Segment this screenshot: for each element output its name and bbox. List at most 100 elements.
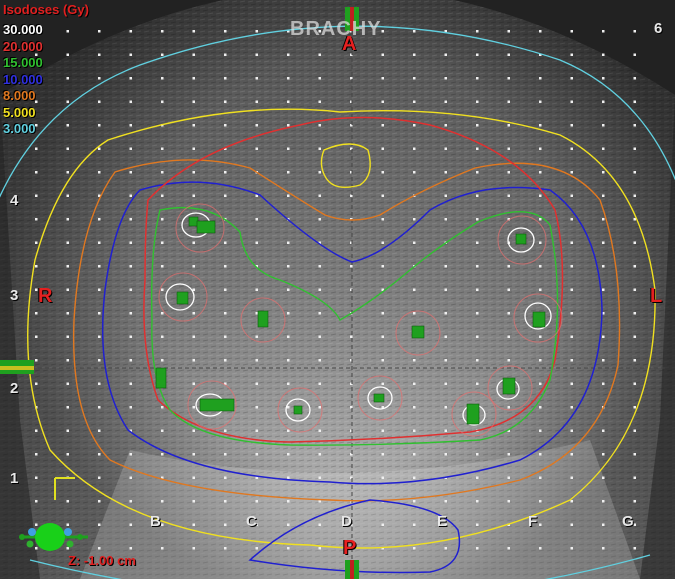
grid-dot — [539, 453, 542, 456]
grid-dot — [224, 171, 227, 174]
seed-catheter — [466, 403, 480, 425]
grid-dot — [129, 30, 132, 33]
grid-dot — [476, 547, 479, 550]
grid-row-label: 4 — [10, 192, 19, 209]
grid-dot — [350, 382, 353, 385]
grid-dot — [224, 429, 227, 432]
legend-level-30[interactable]: 30.000 — [3, 22, 43, 37]
grid-dot — [255, 312, 258, 315]
grid-dot — [161, 406, 164, 409]
grid-dot — [476, 77, 479, 80]
grid-dot — [444, 335, 447, 338]
grid-dot — [66, 53, 69, 56]
grid-dot — [192, 312, 195, 315]
grid-dot — [507, 312, 510, 315]
legend-level-3[interactable]: 3.000 — [3, 121, 36, 136]
fan-edge-left — [0, 95, 40, 579]
grid-dot — [161, 429, 164, 432]
grid-dot — [129, 547, 132, 550]
grid-dot — [161, 241, 164, 244]
grid-dot — [413, 171, 416, 174]
grid-dot — [161, 77, 164, 80]
grid-dot — [129, 312, 132, 315]
grid-column-label: G — [622, 513, 634, 530]
grid-dot — [255, 429, 258, 432]
grid-dot — [98, 312, 101, 315]
grid-dot — [287, 547, 290, 550]
grid-dot — [35, 218, 38, 221]
isodose-8gy-line — [72, 159, 621, 502]
grid-dot — [35, 429, 38, 432]
grid-dot — [507, 53, 510, 56]
grid-dot — [255, 77, 258, 80]
grid-dot — [570, 335, 573, 338]
seed-catheter — [196, 220, 216, 234]
grid-dot — [602, 429, 605, 432]
grid-dot — [192, 429, 195, 432]
legend-level-20[interactable]: 20.000 — [3, 38, 43, 54]
grid-row-label: 6 — [654, 20, 663, 37]
grid-dot — [255, 500, 258, 503]
grid-dot — [413, 453, 416, 456]
grid-dot — [318, 335, 321, 338]
seed-catheter — [257, 310, 269, 328]
grid-dot — [129, 359, 132, 362]
grid-dot — [539, 429, 542, 432]
grid-dot — [381, 241, 384, 244]
grid-dot — [192, 453, 195, 456]
grid-dot — [129, 523, 132, 526]
grid-dot — [476, 453, 479, 456]
grid-dot — [318, 523, 321, 526]
grid-dot — [161, 288, 164, 291]
grid-dot — [287, 30, 290, 33]
grid-dot — [318, 500, 321, 503]
grid-dot — [350, 288, 353, 291]
grid-dot — [66, 171, 69, 174]
grid-dot — [539, 171, 542, 174]
grid-dot — [287, 453, 290, 456]
grid-dot — [255, 241, 258, 244]
legend-level-8[interactable]: 8.000 — [3, 88, 36, 103]
grid-dot — [444, 406, 447, 409]
grid-dot — [602, 241, 605, 244]
grid-dot — [633, 171, 636, 174]
grid-dot — [224, 476, 227, 479]
grid-dot — [318, 147, 321, 150]
grid-dot — [539, 241, 542, 244]
grid-dot — [224, 335, 227, 338]
grid-dot — [35, 265, 38, 268]
grid-dot — [66, 265, 69, 268]
grid-dot — [476, 359, 479, 362]
grid-dot — [224, 100, 227, 103]
grid-dot — [192, 124, 195, 127]
grid-dot — [224, 241, 227, 244]
isodose-3gy-line-lower — [29, 554, 651, 579]
grid-dot — [507, 265, 510, 268]
grid-dot — [413, 147, 416, 150]
grid-dot — [381, 382, 384, 385]
grid-dot — [350, 406, 353, 409]
grid-dot — [444, 547, 447, 550]
grid-dot — [507, 406, 510, 409]
grid-dot — [350, 30, 353, 33]
grid-dot — [224, 288, 227, 291]
grid-dot — [444, 523, 447, 526]
grid-dot — [507, 500, 510, 503]
grid-dot — [255, 194, 258, 197]
grid-dot — [539, 547, 542, 550]
grid-dot — [602, 476, 605, 479]
grid-dot — [192, 171, 195, 174]
grid-dot — [192, 100, 195, 103]
grid-dot — [98, 100, 101, 103]
grid-dot — [413, 124, 416, 127]
grid-dot — [539, 265, 542, 268]
legend-level-15[interactable]: 15.000 — [3, 55, 43, 70]
grid-dot — [413, 547, 416, 550]
grid-dot — [255, 453, 258, 456]
grid-dot — [35, 77, 38, 80]
grid-dot — [98, 523, 101, 526]
legend-level-5[interactable]: 5.000 — [3, 104, 36, 120]
grid-dot — [633, 124, 636, 127]
legend-level-10[interactable]: 10.000 — [3, 71, 43, 87]
